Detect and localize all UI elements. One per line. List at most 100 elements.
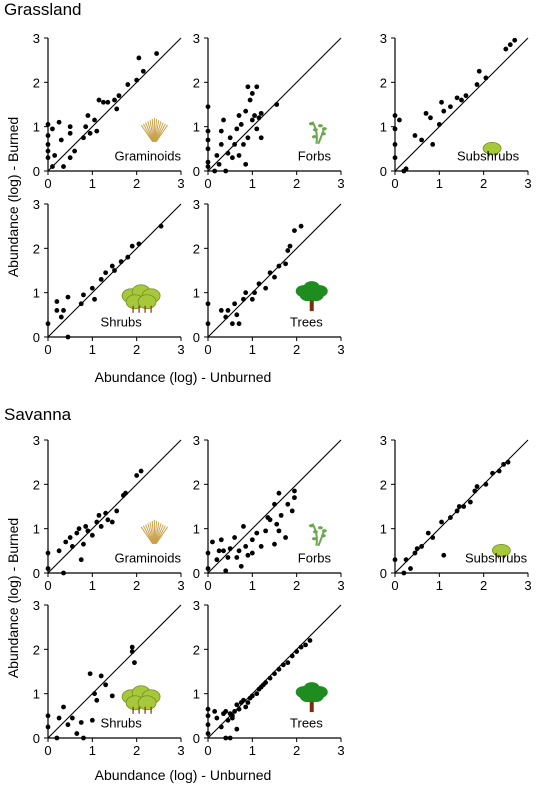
panel-shrubs: 00 1 1 2 2 3 3 Shrubs xyxy=(33,598,185,758)
data-point xyxy=(227,546,233,552)
x-tick-label: 2 xyxy=(480,176,487,191)
data-point xyxy=(216,548,222,554)
one-to-one-line xyxy=(47,439,182,574)
data-point xyxy=(285,248,291,253)
x-tick-label: 0 xyxy=(391,176,398,191)
data-point xyxy=(69,544,75,549)
data-point xyxy=(92,691,97,697)
x-tick-label: 0 xyxy=(44,342,51,357)
data-point xyxy=(243,544,249,549)
data-point xyxy=(45,566,51,571)
data-point xyxy=(283,261,288,267)
data-point xyxy=(289,653,295,659)
forb-leaf xyxy=(308,524,314,528)
data-point xyxy=(408,566,413,571)
data-point xyxy=(218,128,224,134)
data-point xyxy=(392,113,398,118)
y-tick-label: 1 xyxy=(193,120,200,135)
data-point xyxy=(89,717,95,723)
data-point xyxy=(58,137,64,143)
data-point xyxy=(512,37,518,43)
data-point xyxy=(67,155,73,161)
panel-label: Shrubs xyxy=(101,715,143,730)
data-point xyxy=(129,644,135,650)
x-tick-label: 3 xyxy=(337,176,344,191)
y-tick-label: 3 xyxy=(193,598,200,613)
forb-stem xyxy=(311,523,318,546)
data-point xyxy=(267,675,273,681)
data-point xyxy=(205,104,211,110)
y-tick-label: 3 xyxy=(193,31,200,46)
x-tick-label: 0 xyxy=(204,578,211,593)
data-point xyxy=(278,512,284,518)
tree-trunk xyxy=(309,295,314,312)
data-point xyxy=(280,662,286,668)
data-point xyxy=(241,296,246,302)
forb-icon xyxy=(308,121,327,145)
subshrub-icon xyxy=(491,543,511,559)
data-point xyxy=(236,706,242,712)
data-point xyxy=(45,133,51,138)
shrub-foliage xyxy=(137,695,157,711)
x-tick-label: 1 xyxy=(89,342,96,357)
subshrub-foliage xyxy=(482,141,502,155)
y-tick-label: 2 xyxy=(193,75,200,90)
x-tick-label: 3 xyxy=(524,578,531,593)
y-tick-label: 2 xyxy=(380,477,387,492)
panel-forbs: 00 1 1 2 2 3 3 Forbs xyxy=(193,31,345,191)
y-axis-label: Abundance (log) - Burned xyxy=(5,117,21,277)
grass-blade xyxy=(154,522,160,544)
data-point xyxy=(232,301,238,307)
data-point xyxy=(249,537,255,543)
grass-blade xyxy=(151,520,155,544)
data-point xyxy=(129,649,135,654)
data-point xyxy=(218,537,224,543)
y-tick-label: 2 xyxy=(193,642,200,657)
data-point xyxy=(89,532,95,538)
data-point xyxy=(258,135,264,141)
data-point xyxy=(430,142,436,147)
data-point xyxy=(205,321,211,327)
data-point xyxy=(56,548,62,554)
data-point xyxy=(467,499,473,505)
y-tick-label: 0 xyxy=(380,164,387,179)
forb-leaf xyxy=(321,127,327,131)
data-point xyxy=(56,715,62,721)
data-point xyxy=(298,223,304,229)
data-point xyxy=(218,142,224,147)
section-savanna: Savanna Abundance (log) - Burned Abundance… xyxy=(4,405,532,783)
data-point xyxy=(56,119,62,125)
data-point xyxy=(412,550,418,556)
data-point xyxy=(454,95,460,101)
data-point xyxy=(61,164,66,169)
data-point xyxy=(105,99,111,105)
data-point xyxy=(136,241,142,247)
grass-blade xyxy=(149,120,155,142)
data-point xyxy=(252,290,257,296)
data-point xyxy=(448,104,453,110)
x-tick-label: 2 xyxy=(293,578,300,593)
data-point xyxy=(414,546,420,552)
data-point xyxy=(223,314,229,320)
data-point xyxy=(234,555,240,560)
data-point xyxy=(94,128,100,134)
panel-trees: 00 1 1 2 2 3 3 Trees xyxy=(193,197,345,357)
x-axis-label: Abundance (log) - Unburned xyxy=(95,767,272,783)
data-point xyxy=(412,133,418,138)
data-point xyxy=(456,504,462,509)
x-tick-label: 3 xyxy=(177,176,184,191)
data-point xyxy=(263,680,269,685)
data-point xyxy=(134,473,140,478)
x-tick-label: 2 xyxy=(293,176,300,191)
panel-subshrubs: 00 1 1 2 2 3 3 Subshrubs xyxy=(380,31,532,191)
data-point xyxy=(474,484,480,489)
panel-label: Shrubs xyxy=(101,314,143,329)
data-point xyxy=(272,671,277,677)
data-point xyxy=(454,508,460,514)
data-point xyxy=(243,108,249,114)
x-tick-label: 1 xyxy=(249,176,256,191)
data-point xyxy=(52,153,58,158)
panel-label: Forbs xyxy=(298,550,332,565)
data-point xyxy=(205,128,211,134)
data-point xyxy=(105,517,111,523)
